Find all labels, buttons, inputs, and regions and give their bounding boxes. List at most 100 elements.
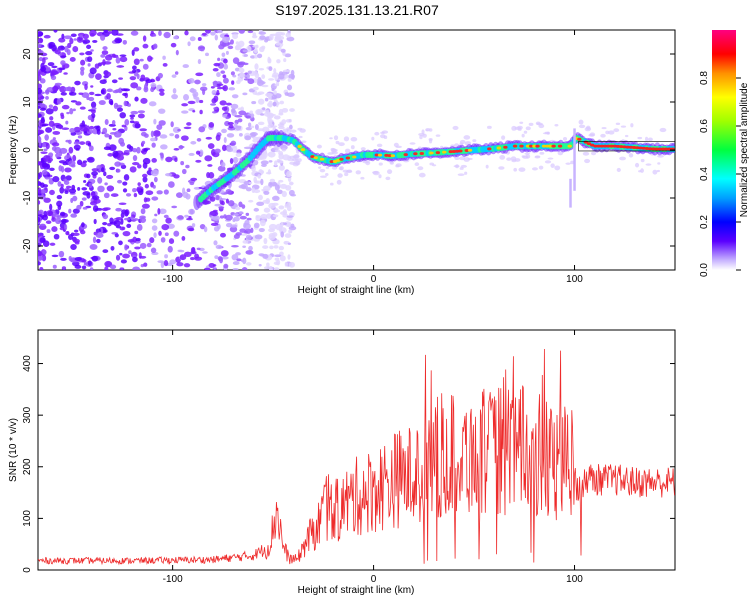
noise-speckle <box>55 153 60 158</box>
noise-speckle <box>418 172 426 178</box>
noise-speckle <box>116 65 125 68</box>
noise-speckle <box>87 56 93 63</box>
noise-speckle <box>499 155 506 160</box>
colorbar-tick-label: 0.4 <box>699 167 710 181</box>
noise-speckle <box>114 88 123 93</box>
noise-speckle <box>267 102 272 107</box>
noise-speckle <box>578 124 586 129</box>
noise-speckle <box>172 126 181 134</box>
noise-speckle <box>590 151 597 156</box>
noise-speckle <box>170 121 174 128</box>
ridge-core <box>544 144 550 148</box>
noise-speckle <box>43 197 51 203</box>
noise-speckle <box>292 154 300 159</box>
noise-speckle <box>86 125 90 132</box>
noise-speckle <box>163 31 171 39</box>
noise-speckle <box>70 213 78 218</box>
noise-speckle <box>109 264 117 270</box>
ridge-core <box>413 152 418 156</box>
noise-speckle <box>203 226 208 233</box>
ridge-segment-outline <box>578 141 675 152</box>
noise-speckle <box>525 126 531 131</box>
colorbar: 0.0 0.2 0.4 0.6 0.8 Normalized spectral ampl… <box>699 30 750 277</box>
noise-speckle <box>457 173 465 176</box>
noise-speckle <box>277 123 285 127</box>
noise-speckle <box>452 125 459 131</box>
noise-speckle <box>245 212 250 217</box>
noise-speckle <box>85 51 93 56</box>
noise-speckle <box>281 147 287 152</box>
noise-speckle <box>65 230 70 236</box>
noise-speckle <box>198 99 204 104</box>
noise-speckle <box>195 159 202 163</box>
noise-speckle <box>202 88 206 96</box>
noise-speckle <box>100 34 106 41</box>
noise-speckle <box>252 32 257 37</box>
noise-speckle <box>43 210 48 218</box>
noise-speckle <box>337 173 343 178</box>
noise-speckle <box>640 158 645 163</box>
noise-speckle <box>90 85 94 88</box>
noise-speckle <box>485 164 489 169</box>
noise-speckle <box>514 158 521 162</box>
noise-speckle <box>501 135 506 140</box>
noise-speckle <box>278 245 285 251</box>
noise-speckle <box>124 119 130 126</box>
noise-speckle <box>38 200 41 205</box>
noise-speckle <box>232 156 239 164</box>
noise-speckle <box>211 98 217 104</box>
noise-speckle <box>99 79 107 84</box>
noise-speckle <box>225 50 229 55</box>
noise-speckle <box>46 229 51 234</box>
noise-speckle <box>158 230 162 236</box>
noise-speckle <box>150 82 157 88</box>
noise-speckle <box>108 134 112 140</box>
noise-speckle <box>38 105 41 109</box>
noise-speckle <box>59 211 66 217</box>
noise-speckle <box>175 49 179 56</box>
ridge-core <box>352 155 357 159</box>
colorbar-tick-label: 0.0 <box>699 263 710 277</box>
noise-speckle <box>252 86 259 91</box>
noise-speckle <box>101 207 109 212</box>
noise-speckle <box>136 188 141 192</box>
noise-speckle <box>129 166 137 173</box>
noise-speckle <box>67 42 72 49</box>
noise-speckle <box>216 72 221 78</box>
noise-speckle <box>253 207 260 212</box>
noise-speckle <box>329 137 333 140</box>
noise-speckle <box>419 135 423 140</box>
noise-speckle <box>49 167 55 171</box>
noise-speckle <box>190 140 197 145</box>
noise-speckle <box>278 164 285 171</box>
noise-speckle <box>132 69 137 73</box>
noise-speckle <box>266 262 270 267</box>
noise-speckle <box>79 34 83 38</box>
noise-speckle <box>336 179 342 185</box>
noise-speckle <box>506 157 512 161</box>
noise-speckle <box>100 167 105 173</box>
noise-speckle <box>56 194 63 200</box>
noise-speckle <box>260 155 267 160</box>
noise-speckle <box>265 171 272 175</box>
spectrogram-ridge <box>193 128 675 211</box>
noise-speckle <box>51 44 57 52</box>
x-tick-label: 100 <box>566 574 583 585</box>
noise-speckle <box>228 124 234 129</box>
noise-speckle <box>74 256 82 261</box>
noise-speckle <box>201 32 207 36</box>
noise-speckle <box>210 222 219 226</box>
noise-speckle <box>263 266 272 270</box>
noise-speckle <box>148 101 157 107</box>
noise-speckle <box>134 246 141 250</box>
noise-speckle <box>42 240 50 247</box>
noise-speckle <box>616 167 621 173</box>
noise-speckle <box>226 147 233 153</box>
ridge-core <box>625 145 630 149</box>
noise-speckle <box>240 259 245 263</box>
noise-speckle <box>76 36 84 43</box>
noise-speckle <box>173 230 180 237</box>
noise-speckle <box>257 53 263 59</box>
noise-speckle <box>140 97 148 104</box>
noise-speckle <box>88 182 93 189</box>
